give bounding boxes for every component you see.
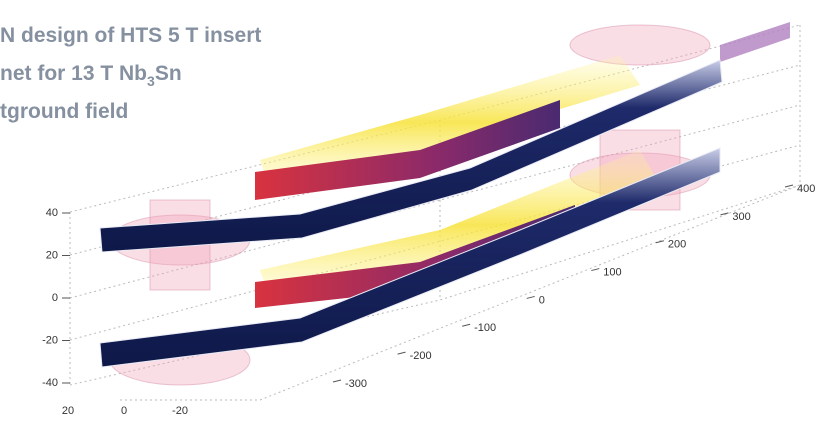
title-line: N design of HTS 5 T insert [0, 24, 261, 47]
title-line: net for 13 T Nb3Sn [0, 62, 182, 89]
x-tick-label: 400 [797, 183, 815, 195]
x-tick [591, 269, 599, 271]
x-tick [333, 380, 341, 382]
z-tick-label: 40 [46, 207, 58, 219]
title-subscript: 3 [147, 73, 155, 89]
x-tick [527, 296, 535, 298]
x-tick-label: 200 [668, 239, 686, 251]
z-tick-label: 0 [52, 292, 58, 304]
y-tick-label: -20 [172, 405, 188, 417]
x-tick-label: -200 [410, 350, 432, 362]
figure: N design of HTS 5 T insert net for 13 T … [0, 0, 821, 423]
x-tick [462, 324, 470, 326]
title-part: net for 13 T Nb [0, 62, 147, 85]
x-tick [785, 185, 793, 187]
title-line: tground field [0, 100, 128, 123]
title-part: Sn [155, 62, 182, 85]
title: N design of HTS 5 T insert net for 13 T … [0, 24, 261, 123]
x-tick-label: -100 [474, 322, 496, 334]
x-tick-label: -300 [345, 378, 367, 390]
y-tick-label: 0 [121, 405, 127, 417]
x-tick-label: 100 [603, 266, 621, 278]
z-tick-label: -40 [42, 377, 58, 389]
x-tick-label: 0 [539, 294, 545, 306]
z-tick-label: -20 [42, 334, 58, 346]
x-tick [398, 352, 406, 354]
z-tick-label: 20 [46, 249, 58, 261]
y-tick-label: 20 [62, 405, 74, 417]
x-tick-label: 300 [732, 211, 750, 223]
